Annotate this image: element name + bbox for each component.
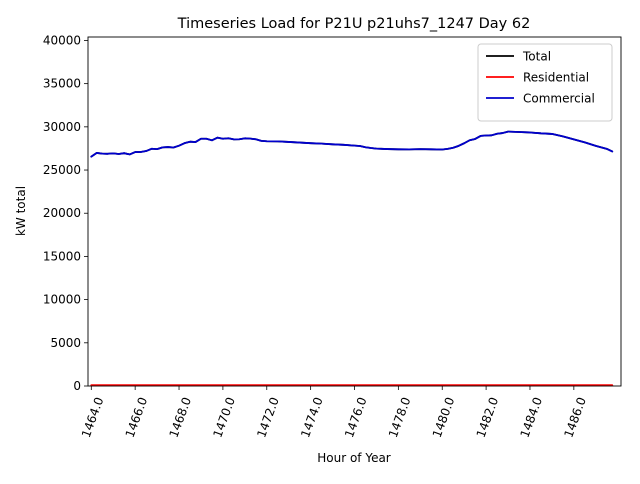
y-tick-label: 35000 [43, 77, 81, 91]
y-tick-label: 0 [73, 379, 81, 393]
x-tick-label: 1480.0 [430, 395, 458, 439]
x-tick-label: 1466.0 [123, 395, 151, 439]
series-line-total [90, 130, 614, 158]
x-tick-label: 1478.0 [386, 395, 414, 439]
x-tick-label: 1484.0 [518, 395, 546, 439]
x-tick-label: 1486.0 [561, 395, 589, 439]
y-tick-label: 25000 [43, 163, 81, 177]
legend-label-commercial: Commercial [523, 92, 595, 106]
legend-label-residential: Residential [523, 71, 589, 85]
x-axis-ticks: 1464.0 1466.0 1468.0 1470.0 1472.0 1474.0 1476… [79, 386, 589, 440]
axes-frame [87, 36, 622, 387]
y-tick-label: 40000 [43, 33, 81, 47]
legend: Total Residential Commercial [477, 43, 613, 122]
x-tick-label: 1470.0 [210, 395, 238, 439]
y-tick-label: 30000 [43, 120, 81, 134]
legend-box [477, 43, 613, 122]
x-tick-label: 1464.0 [79, 395, 107, 439]
y-tick-label: 5000 [50, 336, 81, 350]
x-axis-label: Hour of Year [317, 451, 391, 465]
x-tick-label: 1482.0 [474, 395, 502, 439]
series-line-commercial [90, 130, 614, 158]
x-tick-label: 1474.0 [298, 395, 326, 439]
x-tick-label: 1468.0 [167, 395, 195, 439]
series-lines [90, 130, 614, 387]
y-tick-label: 15000 [43, 249, 81, 263]
y-tick-label: 10000 [43, 293, 81, 307]
legend-label-total: Total [522, 50, 551, 64]
chart-title: Timeseries Load for P21U p21uhs7_1247 Da… [177, 16, 531, 32]
y-axis-label: kW total [14, 186, 28, 236]
y-axis-ticks: 0 5000 10000 15000 20000 25000 30000 35000 40000 [43, 33, 88, 393]
x-tick-label: 1472.0 [254, 395, 282, 439]
x-tick-label: 1476.0 [342, 395, 370, 439]
y-tick-label: 20000 [43, 206, 81, 220]
